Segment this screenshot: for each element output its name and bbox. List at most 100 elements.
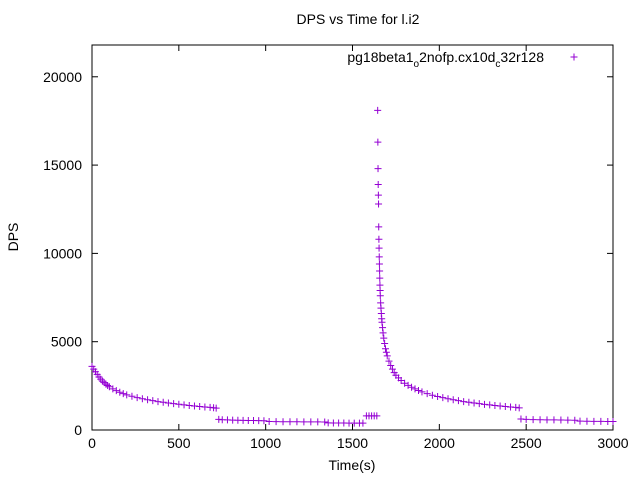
data-point: [104, 381, 112, 389]
data-point: [501, 403, 509, 411]
data-point: [374, 106, 382, 114]
data-point: [376, 274, 384, 282]
data-point: [550, 416, 558, 424]
data-point: [159, 398, 167, 406]
data-point: [529, 416, 537, 424]
x-tick-label: 1000: [250, 435, 281, 451]
data-point: [382, 348, 390, 356]
x-axis-label: Time(s): [329, 457, 376, 473]
data-point: [359, 419, 367, 427]
data-point: [144, 396, 152, 404]
data-point: [374, 138, 382, 146]
data-point: [123, 391, 131, 399]
legend-entry-label: pg18beta1o2nofp.cx10dc32r128: [347, 49, 544, 70]
data-point: [286, 418, 294, 426]
y-tick-label: 20000: [43, 69, 82, 85]
data-point: [128, 392, 136, 400]
data-point: [375, 200, 383, 208]
data-point: [164, 399, 172, 407]
x-tick-label: 1500: [337, 435, 368, 451]
legend-marker: [570, 53, 578, 61]
legend-label-sub1: o: [414, 59, 420, 70]
data-point: [449, 396, 457, 404]
data-point: [375, 223, 383, 231]
x-tick-label: 500: [167, 435, 191, 451]
data-point: [380, 334, 388, 342]
legend: pg18beta1o2nofp.cx10dc32r128: [347, 49, 578, 70]
plot-frame: [91, 44, 614, 431]
data-point: [470, 399, 478, 407]
data-point: [260, 417, 268, 425]
data-point: [439, 394, 447, 402]
data-point: [185, 401, 193, 409]
data-point: [374, 165, 382, 173]
data-point: [375, 235, 383, 243]
data-point: [378, 318, 386, 326]
data-point: [385, 357, 393, 365]
data-point: [212, 404, 220, 412]
data-point: [454, 397, 462, 405]
data-point: [536, 416, 544, 424]
data-point: [376, 267, 384, 275]
y-tick-label: 5000: [51, 334, 82, 350]
data-point: [597, 417, 605, 425]
data-point: [428, 391, 436, 399]
data-point: [480, 400, 488, 408]
data-point: [465, 398, 473, 406]
x-axis-ticks: 0 500 1000 1500 2000 2500 3000: [88, 45, 629, 451]
y-tick-label: 15000: [43, 157, 82, 173]
data-point: [149, 397, 157, 405]
data-point: [190, 402, 198, 410]
data-point: [379, 329, 387, 337]
legend-label-mid: 2nofp.cx10d: [419, 49, 495, 65]
data-point: [119, 390, 127, 398]
data-point: [590, 417, 598, 425]
legend-label-tail: 32r128: [500, 49, 544, 65]
data-point: [374, 181, 382, 189]
data-point: [314, 418, 322, 426]
data-point: [418, 388, 426, 396]
data-point: [154, 398, 162, 406]
data-point: [170, 400, 178, 408]
data-point: [543, 416, 551, 424]
data-point: [109, 385, 117, 393]
data-point: [411, 385, 419, 393]
data-point: [388, 365, 396, 373]
y-tick-label: 0: [74, 422, 82, 438]
data-point: [557, 416, 565, 424]
data-point: [375, 253, 383, 261]
data-point: [374, 191, 382, 199]
y-axis-label: DPS: [5, 223, 21, 252]
data-point: [475, 400, 483, 408]
data-point: [279, 418, 287, 426]
data-point: [307, 418, 315, 426]
y-tick-label: 10000: [43, 245, 82, 261]
data-point: [376, 292, 384, 300]
data-point: [375, 244, 383, 252]
data-point: [583, 417, 591, 425]
data-point: [180, 401, 188, 409]
data-point: [116, 388, 124, 396]
x-tick-label: 0: [88, 435, 96, 451]
data-points: [88, 106, 617, 427]
data-point: [423, 390, 431, 398]
data-point: [571, 416, 579, 424]
data-point: [564, 416, 572, 424]
x-tick-label: 3000: [597, 435, 628, 451]
data-point: [379, 324, 387, 332]
data-point: [434, 392, 442, 400]
data-point: [383, 352, 391, 360]
data-point: [138, 395, 146, 403]
legend-label-base: pg18beta1: [347, 49, 413, 65]
y-axis-ticks: 0 5000 10000 15000 20000: [43, 69, 613, 438]
data-point: [375, 260, 383, 268]
data-point: [265, 418, 273, 426]
data-point: [175, 400, 183, 408]
data-point: [300, 418, 308, 426]
data-point: [196, 403, 204, 411]
chart-title: DPS vs Time for l.i2: [297, 11, 420, 27]
data-point: [522, 415, 530, 423]
data-point: [373, 412, 381, 420]
x-tick-label: 2500: [511, 435, 542, 451]
